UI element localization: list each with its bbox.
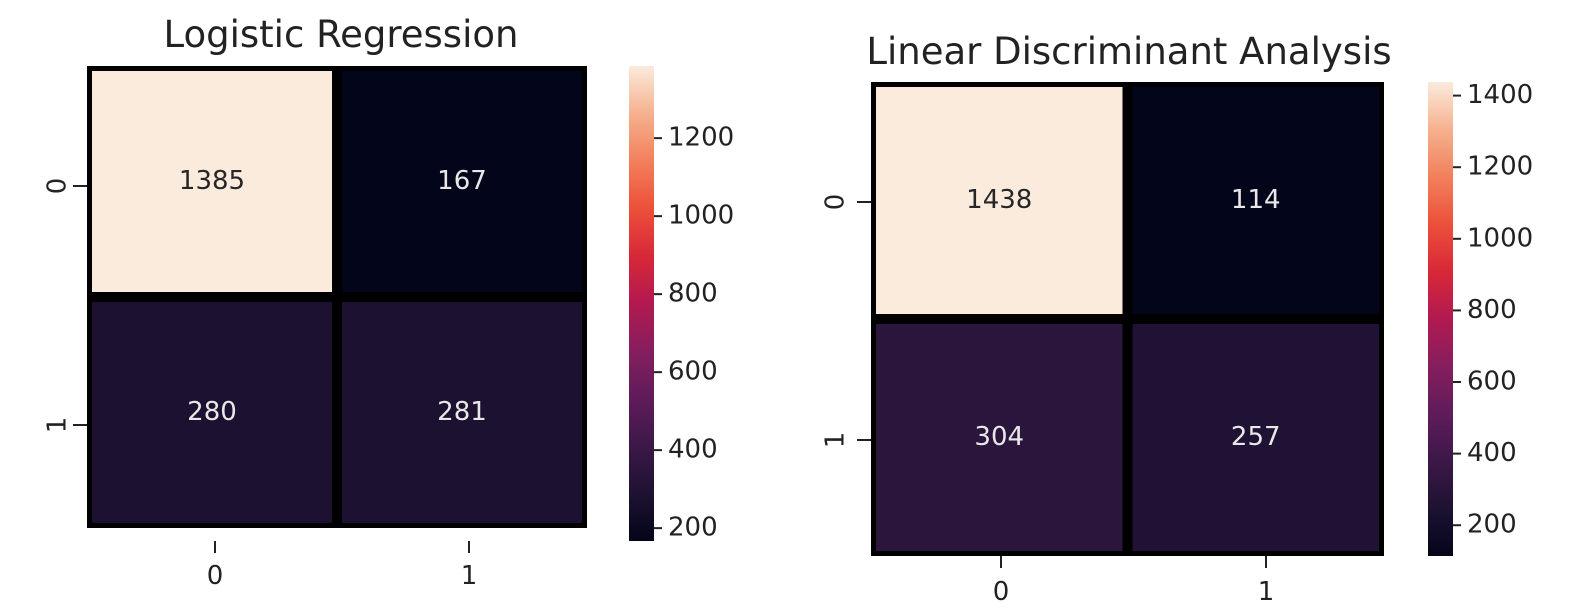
colorbar-tick-label: 1200 xyxy=(1467,152,1533,182)
y-tick-label: 1 xyxy=(821,432,851,449)
colorbar-tick-label: 400 xyxy=(1467,438,1517,468)
heatmap-cell xyxy=(1132,87,1379,314)
cell-value-label: 304 xyxy=(974,422,1024,452)
x-tick-label: 1 xyxy=(1258,577,1275,607)
colorbar-tick-label: 600 xyxy=(668,357,718,387)
heatmap-cell xyxy=(1132,324,1379,551)
heatmap-cell xyxy=(92,302,332,523)
colorbar-tick-label: 800 xyxy=(668,279,718,309)
cell-value-label: 257 xyxy=(1231,422,1281,452)
heatmap-cell xyxy=(342,302,582,523)
colorbar-tick-label: 400 xyxy=(668,435,718,465)
cell-value-label: 167 xyxy=(437,166,487,196)
heatmap-panel-linear-discriminant-analysis: Linear Discriminant Analysis 1438 114 304 2… xyxy=(821,30,1534,607)
colorbar-tick-label: 1400 xyxy=(1467,80,1533,110)
x-tick-label: 1 xyxy=(461,561,478,591)
cell-value-label: 280 xyxy=(187,397,237,427)
cell-value-label: 1385 xyxy=(179,166,245,196)
heatmap-cells: 1385 167 280 281 xyxy=(87,66,587,528)
cell-value-label: 281 xyxy=(437,397,487,427)
heatmap-cells: 1438 114 304 257 xyxy=(871,82,1384,556)
colorbar-tick-label: 1000 xyxy=(668,201,734,231)
cell-value-label: 114 xyxy=(1231,185,1281,215)
heatmap-cell xyxy=(342,71,582,292)
colorbar-tick-label: 200 xyxy=(1467,510,1517,540)
colorbar-tick-label: 200 xyxy=(668,513,718,543)
y-tick-label: 0 xyxy=(43,178,73,195)
colorbar-tick-label: 1000 xyxy=(1467,223,1533,253)
heatmap-cell xyxy=(876,87,1123,314)
y-tick-label: 0 xyxy=(821,194,851,211)
colorbar-tick-label: 600 xyxy=(1467,367,1517,397)
x-tick-label: 0 xyxy=(207,561,224,591)
chart-title: Linear Discriminant Analysis xyxy=(866,30,1391,73)
colorbar-tick-label: 800 xyxy=(1467,295,1517,325)
cell-value-label: 1438 xyxy=(966,185,1032,215)
chart-title: Logistic Regression xyxy=(164,13,519,56)
y-tick-label: 1 xyxy=(43,417,73,434)
x-tick-label: 0 xyxy=(993,577,1010,607)
heatmap-cell xyxy=(876,324,1123,551)
colorbar-ticks: 200 400 600 800 1000 1200 xyxy=(654,123,734,543)
colorbar-tick-label: 1200 xyxy=(668,123,734,153)
colorbar xyxy=(629,66,654,541)
colorbar-ticks: 200 400 600 800 1000 1200 1400 xyxy=(1453,80,1533,540)
heatmap-cell xyxy=(92,71,332,292)
colorbar xyxy=(1428,82,1453,556)
